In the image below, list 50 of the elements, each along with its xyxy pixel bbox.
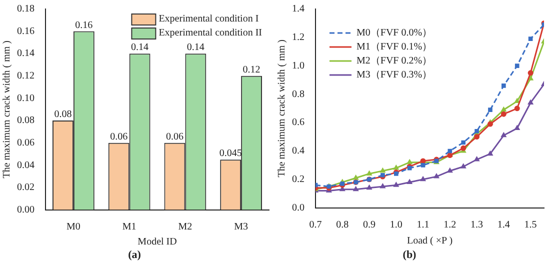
text: (a) xyxy=(128,249,142,262)
x-tick-label: 1.5 xyxy=(524,219,537,230)
data-label: 0.14 xyxy=(131,42,149,54)
y-tick-label: 0.00 xyxy=(17,204,34,216)
y-tick-label: 0.04 xyxy=(17,160,34,171)
y-tick-label: 0.06 xyxy=(17,137,34,148)
y-tick-label: 0.10 xyxy=(17,92,34,104)
data-label: 0.06 xyxy=(166,131,184,142)
y-tick-label: 0.14 xyxy=(17,48,34,60)
text: (b) xyxy=(402,249,417,262)
x-tick-label: 1.0 xyxy=(390,219,402,230)
y-axis-title: The maximum crack width ( mm ) xyxy=(276,40,288,178)
y-tick-label: 0.18 xyxy=(17,4,34,15)
x-axis-title: Model ID xyxy=(138,236,177,248)
data-label: 0.14 xyxy=(186,42,204,54)
x-tick-label: 0.8 xyxy=(336,219,349,230)
data-label: 0.06 xyxy=(110,131,128,142)
legend-label: Experimental condition I xyxy=(158,14,259,25)
legend-label: M2（FVF 0.2%） xyxy=(356,56,432,67)
x-tick-label: 0.9 xyxy=(363,219,376,230)
x-tick-label: M0 xyxy=(66,221,80,232)
y-axis-title: The maximum crack width ( mm ) xyxy=(2,40,13,178)
y-tick-label: 0.2 xyxy=(292,174,304,186)
y-tick-label: 0.6 xyxy=(292,117,304,128)
x-tick-label: 1.2 xyxy=(444,219,456,230)
x-tick-label: 1.3 xyxy=(470,219,484,230)
legend-label: M0（FVF 0.0%） xyxy=(356,28,432,39)
y-tick-label: 0.16 xyxy=(17,26,34,37)
data-label: 0.12 xyxy=(242,64,260,76)
x-tick-label: M1 xyxy=(122,221,136,232)
x-tick-label: 1.4 xyxy=(497,219,510,230)
data-label: 0.08 xyxy=(54,109,72,120)
y-tick-label: 0.0 xyxy=(292,202,304,214)
y-tick-label: 0.08 xyxy=(17,115,34,126)
x-tick-label: M3 xyxy=(234,221,248,232)
y-tick-label: 0.8 xyxy=(292,88,304,100)
x-axis-title: Load ( ×P ) xyxy=(406,235,453,246)
y-tick-label: 1.4 xyxy=(292,4,304,15)
data-label: 0.16 xyxy=(75,20,93,31)
legend-label: M1（FVF 0.1%） xyxy=(356,42,432,53)
x-tick-label: 1.1 xyxy=(416,219,430,230)
legend-label: M3（FVF 0.3%） xyxy=(356,70,432,81)
y-tick-label: 1.2 xyxy=(292,32,304,44)
y-tick-label: 0.12 xyxy=(17,70,34,82)
y-tick-label: 0.02 xyxy=(17,182,34,194)
x-tick-label: 0.7 xyxy=(309,219,322,230)
y-tick-label: 0.4 xyxy=(292,146,304,157)
x-tick-label: M2 xyxy=(178,221,192,232)
legend-label: Experimental condition II xyxy=(158,28,262,39)
y-tick-label: 1.0 xyxy=(292,60,304,72)
